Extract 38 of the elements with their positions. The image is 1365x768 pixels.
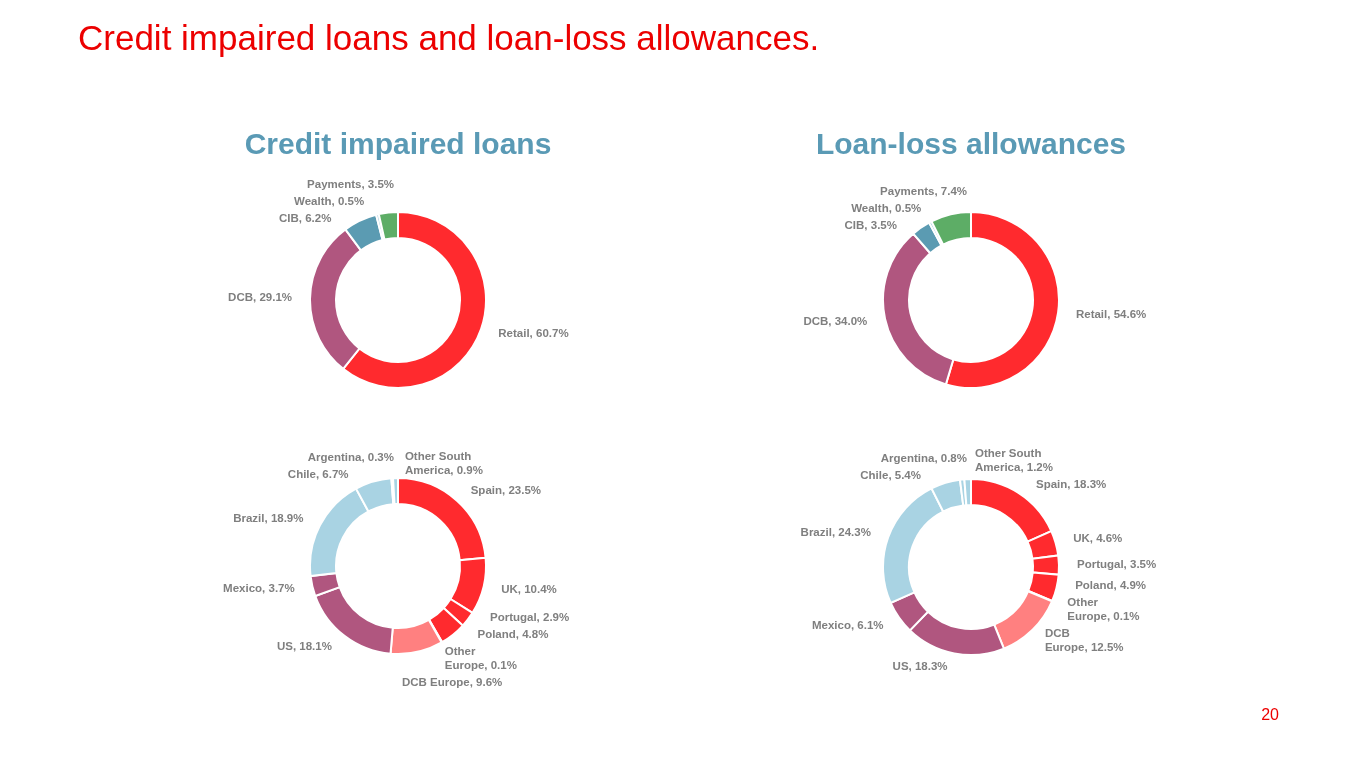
slice-label: Argentina, 0.8% xyxy=(880,451,967,464)
chart-title: Credit impaired loans xyxy=(244,127,552,160)
slice-label: UK, 4.6% xyxy=(1073,532,1123,545)
slice-label: DCB, 29.1% xyxy=(228,291,293,304)
slice-label: Other South America, 0.9% xyxy=(404,450,483,477)
slice-label: Brazil, 24.3% xyxy=(800,525,871,538)
slice-label: Wealth, 0.5% xyxy=(294,195,365,208)
slice-label: Other Europe, 0.1% xyxy=(1067,596,1140,623)
slice-label: DCB Europe, 9.6% xyxy=(402,675,503,688)
slice-label: Spain, 23.5% xyxy=(470,483,542,496)
slice-label: DCB Europe, 12.5% xyxy=(1044,627,1124,654)
slice-label: US, 18.1% xyxy=(276,639,332,652)
slice-label: Chile, 5.4% xyxy=(860,468,921,481)
slice-label: Wealth, 0.5% xyxy=(851,201,922,214)
slice-label: DCB, 34.0% xyxy=(803,314,868,327)
slice-label: Mexico, 3.7% xyxy=(223,582,295,595)
slice-label: Retail, 60.7% xyxy=(498,326,569,339)
slice-label: Chile, 6.7% xyxy=(287,467,349,480)
slice-label: CIB, 6.2% xyxy=(278,212,332,225)
slice-label: Portugal, 2.9% xyxy=(489,610,570,623)
slice-label: UK, 10.4% xyxy=(501,582,557,595)
slice-label: Payments, 7.4% xyxy=(880,184,967,197)
slice-label: Mexico, 6.1% xyxy=(811,618,884,631)
slice-label: Poland, 4.9% xyxy=(1075,579,1147,592)
slice-label: Retail, 54.6% xyxy=(1075,307,1147,320)
slice-label: Poland, 4.8% xyxy=(477,627,549,640)
slice-label: CIB, 3.5% xyxy=(844,218,897,231)
slice-label: Argentina, 0.3% xyxy=(307,450,394,463)
slice-label: Payments, 3.5% xyxy=(307,178,394,191)
chart-title: Loan-loss allowances xyxy=(815,127,1127,160)
slice-label: Other South America, 1.2% xyxy=(975,447,1053,474)
slice-label: Other Europe, 0.1% xyxy=(444,644,517,671)
slice-label: Brazil, 18.9% xyxy=(233,511,304,524)
text: Credit impaired loans and loan-loss allowances. xyxy=(78,18,820,58)
slice-label: Spain, 18.3% xyxy=(1035,478,1107,491)
slice-label: US, 18.3% xyxy=(892,660,948,673)
text: 20 xyxy=(1261,706,1279,724)
slice-label: Portugal, 3.5% xyxy=(1076,557,1157,570)
